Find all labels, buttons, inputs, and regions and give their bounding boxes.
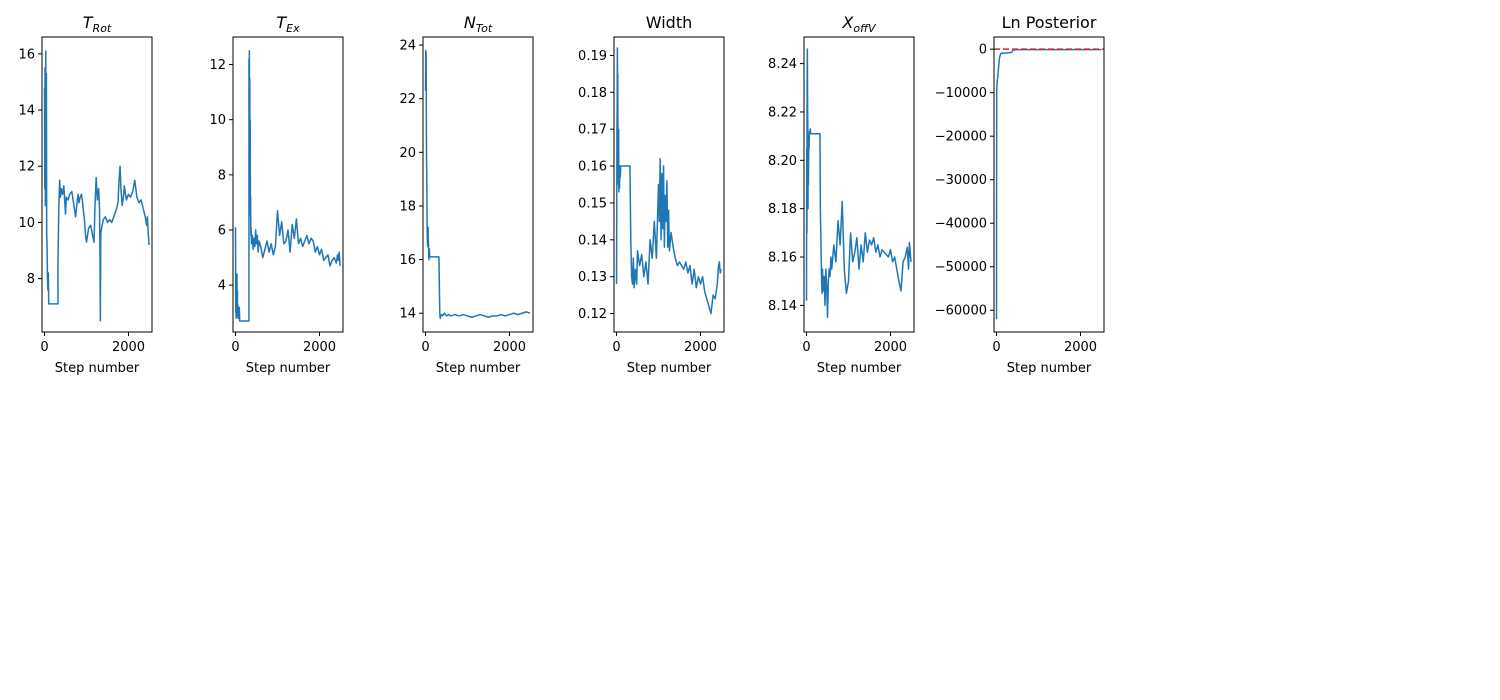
axes-frame (993, 36, 1105, 333)
panel-title: XoffV (841, 13, 877, 35)
axes-frame (422, 36, 534, 333)
x-tick-label: 2000 (493, 340, 526, 355)
axes-frame (232, 36, 344, 333)
y-tick-label: 0.14 (578, 233, 607, 248)
y-tick-label: −10000 (935, 86, 987, 101)
y-tick-label: 14 (399, 307, 416, 322)
series-line (805, 48, 912, 319)
panel-title: TRot (83, 13, 112, 35)
y-tick-label: 12 (209, 58, 226, 73)
y-tick-label: 8.14 (768, 299, 797, 314)
y-tick-label: 6 (218, 223, 226, 238)
y-tick-label: 0.17 (578, 123, 607, 138)
y-tick-label: 16 (18, 47, 35, 62)
x-tick-label: 2000 (684, 340, 717, 355)
panel-title: Ln Posterior (1002, 13, 1097, 32)
plot-area (424, 49, 531, 320)
x-tick-label: 0 (421, 340, 429, 355)
chart-panel-1: TRot 8 10 12 14 16 0 2000 Step number (18, 13, 153, 376)
plot-area (805, 48, 912, 319)
x-axis-label: Step number (55, 361, 140, 376)
x-tick-label: 0 (992, 340, 1000, 355)
plot-area (234, 50, 341, 322)
series-line (234, 50, 341, 322)
y-tick-label: 10 (18, 216, 35, 231)
y-tick-label: 8.20 (768, 154, 797, 169)
panel-title: NTot (464, 13, 493, 35)
plot-area (615, 47, 722, 315)
series-line (995, 48, 1102, 319)
y-tick-label: 12 (18, 160, 35, 175)
y-tick-label: 0.13 (578, 270, 607, 285)
y-tick-label: 8.22 (768, 105, 797, 120)
panel-title: Width (646, 13, 692, 32)
y-tick-label: 10 (209, 113, 226, 128)
series-line (424, 49, 531, 320)
y-tick-label: 0 (979, 43, 987, 58)
y-tick-label: 18 (399, 199, 416, 214)
axes-frame (803, 36, 915, 333)
y-tick-label: 4 (218, 279, 226, 294)
chart-panel-4: Width 0.12 0.13 0.14 0.15 0.16 0.17 0.18 0.19 0 20… (578, 13, 725, 376)
chart-panel-5: XoffV 8.14 8.16 8.18 8.20 8.22 8.24 0 2000 Step n… (768, 13, 915, 376)
panel-title: TEx (276, 13, 300, 35)
y-tick-label: 8.18 (768, 202, 797, 217)
x-tick-label: 2000 (303, 340, 336, 355)
chart-panel-3: NTot 14 16 18 20 22 24 0 2000 Step number (399, 13, 534, 376)
y-tick-label: −50000 (935, 260, 987, 275)
x-tick-label: 0 (802, 340, 810, 355)
plot-area (994, 48, 1104, 319)
x-tick-label: 0 (231, 340, 239, 355)
y-tick-label: 0.19 (578, 49, 607, 64)
axes-frame (613, 36, 725, 333)
y-tick-label: 0.15 (578, 196, 607, 211)
y-tick-label: 0.16 (578, 160, 607, 175)
x-axis-label: Step number (436, 361, 521, 376)
y-tick-label: −60000 (935, 304, 987, 319)
y-tick-label: 16 (399, 253, 416, 268)
y-tick-label: 20 (399, 146, 416, 161)
y-tick-label: 8 (27, 272, 35, 287)
y-tick-label: 22 (399, 92, 416, 107)
y-tick-label: 8.16 (768, 251, 797, 266)
x-axis-label: Step number (817, 361, 902, 376)
plot-area (43, 50, 150, 322)
y-tick-label: 14 (18, 104, 35, 119)
y-tick-label: −30000 (935, 173, 987, 188)
y-tick-label: 8 (218, 168, 226, 183)
series-line (615, 47, 722, 315)
y-tick-label: 0.12 (578, 307, 607, 322)
x-tick-label: 0 (612, 340, 620, 355)
x-axis-label: Step number (627, 361, 712, 376)
axes-frame (41, 36, 153, 333)
chart-panel-6: Ln Posterior 0 −10000 −20000 −30000 −40000 −50… (935, 13, 1105, 376)
y-tick-label: −20000 (935, 130, 987, 145)
y-tick-label: −40000 (935, 217, 987, 232)
y-tick-label: 0.18 (578, 86, 607, 101)
series-line (43, 50, 150, 322)
x-axis-label: Step number (246, 361, 331, 376)
x-tick-label: 0 (40, 340, 48, 355)
x-tick-label: 2000 (112, 340, 145, 355)
x-tick-label: 2000 (1064, 340, 1097, 355)
x-tick-label: 2000 (874, 340, 907, 355)
chart-panel-2: TEx 4 6 8 10 12 0 2000 Step number (209, 13, 344, 376)
x-axis-label: Step number (1007, 361, 1092, 376)
y-tick-label: 24 (399, 39, 416, 54)
y-tick-label: 8.24 (768, 57, 797, 72)
